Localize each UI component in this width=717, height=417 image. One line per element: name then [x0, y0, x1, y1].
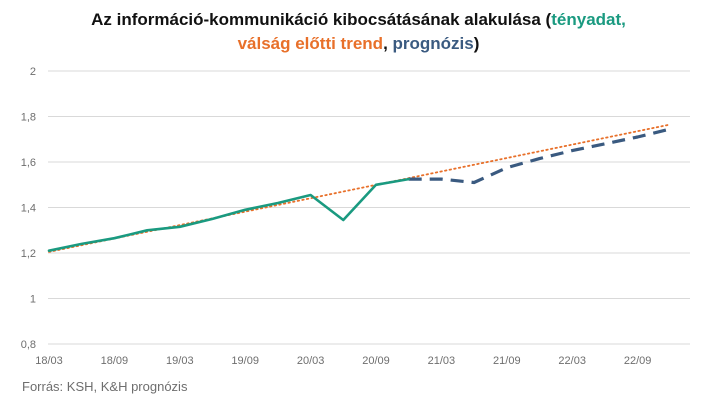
- source-note: Forrás: KSH, K&H prognózis: [22, 379, 188, 394]
- gridlines: [48, 70, 690, 345]
- title-text: Az információ-kommunikáció kibocsátásána…: [91, 10, 552, 29]
- title-separator: ,: [383, 34, 393, 53]
- series-line-solid: [47, 177, 411, 252]
- series-line-dashed: [408, 127, 671, 185]
- x-tick-label: 21/03: [428, 355, 456, 367]
- y-tick-label: 1: [30, 294, 36, 306]
- title-trend-label: válság előtti trend: [237, 34, 384, 53]
- chart-title: Az információ-kommunikáció kibocsátásána…: [0, 8, 717, 56]
- title-close-paren: ): [473, 34, 480, 53]
- y-tick-label: 1,6: [21, 157, 36, 169]
- y-tick-label: 1,4: [21, 203, 36, 215]
- x-tick-label: 21/09: [493, 355, 521, 367]
- x-tick-label: 20/09: [362, 355, 390, 367]
- x-tick-label: 22/09: [624, 355, 652, 367]
- y-tick-label: 2: [30, 66, 36, 78]
- x-tick-label: 20/03: [297, 355, 325, 367]
- x-tick-label: 18/09: [101, 355, 129, 367]
- title-actual-label: tényadat: [551, 10, 622, 29]
- x-axis-ticks: 18/03 18/09 19/03 19/09 20/03 20/09 21/03 21/09…: [35, 355, 651, 367]
- y-tick-label: 1,8: [21, 112, 36, 124]
- y-axis-ticks: 0,8 1 1,2 1,4 1,6 1,8 2: [21, 66, 36, 351]
- title-forecast-label: prognózis: [392, 34, 474, 53]
- title-separator: ,: [621, 10, 626, 29]
- series-lines: [47, 123, 672, 253]
- x-tick-label: 19/03: [166, 355, 194, 367]
- y-tick-label: 0,8: [21, 339, 36, 351]
- x-tick-label: 18/03: [35, 355, 63, 367]
- x-tick-label: 19/09: [231, 355, 259, 367]
- y-tick-label: 1,2: [21, 248, 36, 260]
- x-tick-label: 22/03: [558, 355, 586, 367]
